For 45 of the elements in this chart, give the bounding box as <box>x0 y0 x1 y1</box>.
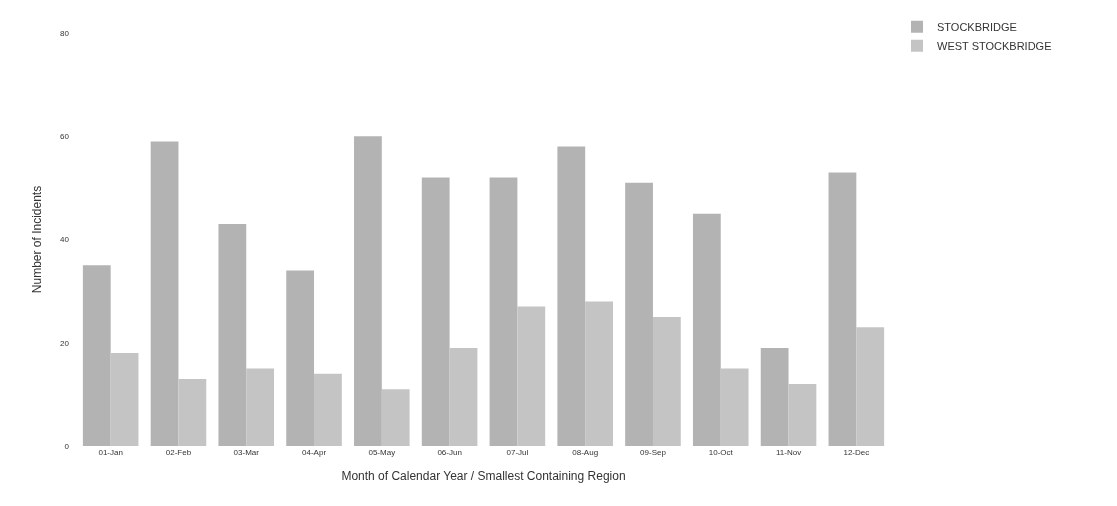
x-tick-label: 08-Aug <box>572 448 599 457</box>
x-tick-label: 02-Feb <box>165 448 192 457</box>
x-tick-label: 10-Oct <box>708 448 734 457</box>
bar <box>218 224 247 446</box>
bar <box>489 177 518 446</box>
x-tick-label: 03-Mar <box>233 448 260 457</box>
x-tick-label: 09-Sep <box>640 448 667 457</box>
bar <box>557 146 586 446</box>
y-tick-label: 60 <box>60 132 70 142</box>
x-axis-title: Month of Calendar Year / Smallest Containing Region <box>341 468 626 483</box>
bar <box>449 347 478 446</box>
x-tick-label: 06-Jun <box>437 448 462 457</box>
bar <box>82 265 111 446</box>
x-tick-label: 05-May <box>368 448 396 457</box>
legend-label: WEST STOCKBRIDGE <box>937 40 1052 53</box>
y-axis-title: Number of Incidents <box>30 185 45 294</box>
bar <box>110 353 139 446</box>
x-tick-label: 12-Dec <box>843 448 870 457</box>
x-tick-label: 07-Jul <box>506 448 529 457</box>
bar <box>150 141 179 446</box>
x-tick-label: 04-Apr <box>302 448 327 457</box>
y-tick-label: 0 <box>64 441 70 451</box>
bar <box>246 368 275 446</box>
bar <box>652 316 681 446</box>
bar <box>828 172 857 446</box>
bar <box>314 373 342 446</box>
legend-label: STOCKBRIDGE <box>937 21 1017 34</box>
y-tick-label: 40 <box>60 235 70 245</box>
y-tick-label: 80 <box>60 28 70 38</box>
x-tick-label: 11-Nov <box>775 448 802 457</box>
y-tick-label: 20 <box>60 338 70 348</box>
bar <box>517 306 546 446</box>
bar <box>788 384 817 446</box>
bar <box>421 177 450 446</box>
bar <box>585 301 613 446</box>
bar <box>354 136 382 446</box>
bar <box>381 389 410 446</box>
x-tick-label: 01-Jan <box>98 448 123 457</box>
bar <box>760 347 789 446</box>
bar <box>178 378 207 446</box>
bar <box>625 182 653 446</box>
bar <box>286 270 315 446</box>
bar <box>720 368 749 446</box>
bar <box>856 327 885 446</box>
bar <box>692 213 721 446</box>
